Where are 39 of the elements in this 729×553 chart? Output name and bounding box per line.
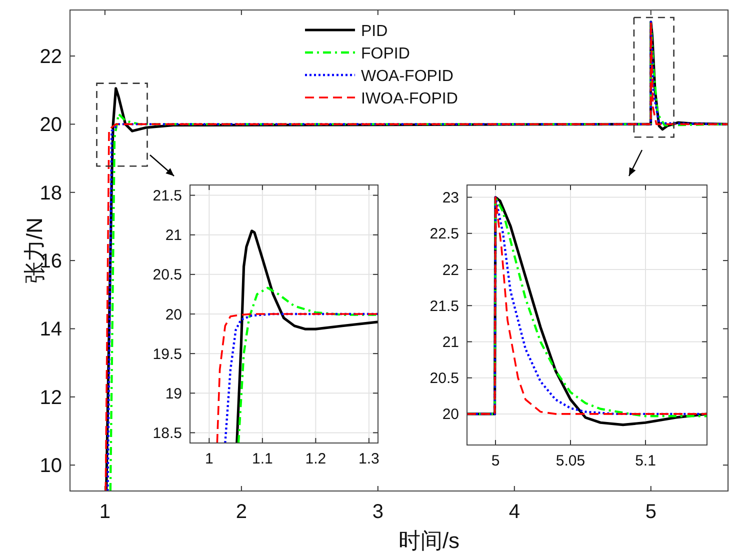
- y-tick-label: 18.5: [152, 424, 182, 442]
- y-tick-label: 19.5: [152, 346, 182, 363]
- x-tick-label: 1.2: [305, 450, 326, 468]
- x-tick-label: 1.3: [358, 450, 380, 468]
- line-series: [237, 286, 378, 443]
- y-tick-label: 21: [442, 334, 459, 351]
- legend-label: IWOA-FOPID: [361, 90, 458, 108]
- legend-label: FOPID: [361, 46, 410, 62]
- y-tick-label: 22.5: [430, 226, 459, 243]
- x-tick-label: 4: [508, 501, 520, 523]
- x-tick-label: 1: [99, 501, 111, 523]
- x-axis-title: 时间/s: [398, 528, 460, 553]
- y-tick-label: 20.5: [430, 370, 459, 388]
- x-tick-label: 5: [491, 452, 500, 470]
- x-tick-label: 5.05: [556, 452, 586, 470]
- line-series: [236, 230, 378, 443]
- y-tick-label: 10: [40, 455, 62, 478]
- x-tick-label: 5: [645, 501, 656, 523]
- y-tick-label: 20: [442, 406, 459, 424]
- y-tick-label: 20.5: [152, 266, 182, 284]
- y-tick-label: 22: [442, 262, 459, 279]
- x-tick-label: 2: [236, 501, 247, 523]
- y-tick-label: 12: [40, 386, 62, 409]
- legend-label: WOA-FOPID: [361, 68, 454, 85]
- y-tick-label: 23: [442, 190, 459, 207]
- x-tick-label: 1.1: [252, 450, 273, 468]
- y-tick-label: 20: [165, 306, 182, 324]
- y-tick-label: 21.5: [430, 298, 459, 315]
- y-tick-label: 21.5: [152, 188, 182, 205]
- y-tick-label: 19: [165, 385, 182, 402]
- legend-label: PID: [361, 23, 388, 40]
- y-tick-label: 18: [40, 182, 62, 204]
- y-tick-label: 22: [40, 46, 62, 68]
- y-tick-label: 20: [40, 114, 62, 136]
- y-tick-label: 14: [40, 318, 62, 341]
- x-tick-label: 3: [372, 501, 384, 523]
- y-tick-label: 21: [165, 227, 182, 244]
- x-tick-label: 5.1: [635, 452, 656, 470]
- x-tick-label: 1: [205, 450, 214, 468]
